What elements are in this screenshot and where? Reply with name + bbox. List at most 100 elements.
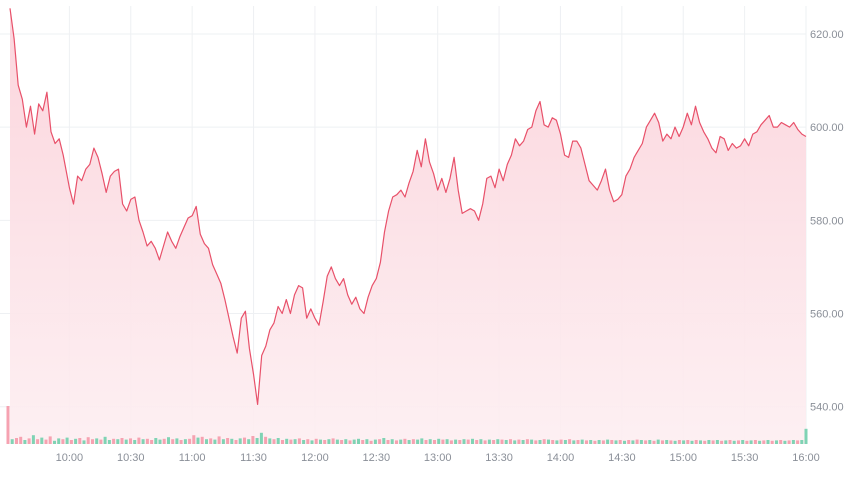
- volume-bar: [779, 440, 783, 444]
- volume-bar: [373, 439, 377, 444]
- volume-bar: [711, 440, 715, 444]
- volume-bar: [593, 440, 597, 444]
- x-tick-label: 13:00: [424, 452, 452, 464]
- volume-bar: [205, 439, 208, 444]
- volume-bar: [517, 439, 521, 444]
- volume-bar: [259, 432, 263, 444]
- volume-bar: [289, 439, 293, 444]
- volume-bar: [133, 440, 137, 444]
- volume-bar: [129, 438, 132, 444]
- volume-bar: [162, 438, 166, 444]
- volume-bar: [783, 440, 787, 444]
- volume-bar: [192, 435, 196, 444]
- volume-bar: [95, 438, 99, 444]
- volume-bar: [661, 440, 664, 444]
- volume-bar: [639, 440, 643, 444]
- volume-bar: [361, 440, 365, 444]
- volume-bar: [268, 438, 272, 444]
- volume-bar: [306, 439, 310, 444]
- volume-bar: [103, 436, 107, 444]
- volume-bar: [618, 440, 622, 444]
- x-tick-label: 15:00: [669, 452, 697, 464]
- volume-bar: [107, 440, 111, 444]
- volume-bar: [6, 406, 10, 444]
- x-tick-label: 15:30: [731, 452, 759, 464]
- volume-bar: [534, 440, 538, 444]
- volume-bar: [732, 440, 736, 444]
- volume-bar: [720, 440, 724, 444]
- volume-bar: [694, 440, 698, 444]
- volume-bar: [791, 440, 795, 444]
- volume-bar: [796, 440, 800, 444]
- x-tick-label: 10:30: [117, 452, 145, 464]
- volume-bar: [775, 440, 778, 444]
- x-tick-label: 11:00: [179, 452, 206, 464]
- volume-bar: [673, 440, 677, 444]
- volume-bar: [141, 439, 145, 444]
- x-tick-label: 11:30: [240, 452, 267, 464]
- volume-bar: [741, 440, 745, 444]
- volume-bar: [48, 436, 52, 444]
- volume-bar: [804, 428, 808, 444]
- volume-bar: [563, 440, 567, 444]
- volume-bar: [479, 439, 483, 444]
- volume-bar: [179, 440, 183, 444]
- volume-bar: [635, 439, 639, 444]
- volume-bar: [665, 440, 669, 444]
- volume-bar: [504, 440, 508, 444]
- volume-bar: [281, 440, 284, 444]
- line-layer: [9, 8, 807, 405]
- volume-bar: [631, 440, 635, 444]
- volume-bar: [310, 440, 314, 444]
- volume-bar: [614, 440, 618, 444]
- volume-bar: [462, 439, 466, 444]
- volume-bar: [369, 440, 373, 444]
- volume-bar: [221, 439, 225, 444]
- volume-bar: [471, 438, 474, 444]
- x-tick-label: 13:30: [485, 452, 513, 464]
- y-tick-label: 600.00: [810, 122, 844, 134]
- x-tick-label: 10:00: [56, 452, 84, 464]
- volume-bar: [78, 438, 82, 444]
- volume-bar: [61, 439, 65, 444]
- volume-bar: [243, 437, 246, 444]
- volume-bar: [483, 440, 487, 444]
- volume-bar: [445, 439, 449, 444]
- volume-bar: [538, 440, 542, 444]
- volume-bar: [348, 440, 352, 444]
- volume-bar: [416, 439, 420, 444]
- volume-bar: [10, 439, 14, 444]
- volume-bar: [188, 438, 192, 444]
- volume-bar: [728, 440, 732, 444]
- volume-bar: [606, 439, 610, 444]
- volume-bar: [137, 437, 141, 444]
- volume-bar: [559, 439, 563, 444]
- y-tick-label: 540.00: [810, 402, 844, 414]
- volume-bar: [44, 439, 48, 444]
- volume-bar: [580, 439, 584, 444]
- volume-bar: [466, 439, 470, 444]
- x-axis: 10:00 10:30 11:00 11:30 12:00 12:30 13:00 13:30…: [56, 452, 820, 464]
- volume-bar: [335, 439, 339, 444]
- volume-bar: [424, 440, 428, 444]
- volume-bar: [395, 440, 398, 444]
- volume-bar: [234, 440, 238, 444]
- volume-bar: [787, 440, 791, 444]
- volume-bar: [576, 440, 580, 444]
- volume-bar: [690, 440, 694, 444]
- volume-bar: [27, 438, 31, 444]
- volume-bar: [65, 437, 69, 444]
- volume-bar: [627, 440, 631, 444]
- volume-bar: [749, 440, 753, 444]
- volume-bar: [699, 440, 702, 444]
- volume-bar: [677, 440, 681, 444]
- volume-bar: [150, 440, 154, 444]
- y-tick-label: 560.00: [810, 309, 844, 321]
- volume-bar: [314, 438, 318, 444]
- volume-bar: [766, 440, 770, 444]
- volume-bar: [487, 439, 491, 444]
- volume-bar: [323, 440, 327, 444]
- volume-bar: [513, 440, 517, 444]
- volume-bar: [703, 440, 707, 444]
- volume-bar: [302, 440, 306, 444]
